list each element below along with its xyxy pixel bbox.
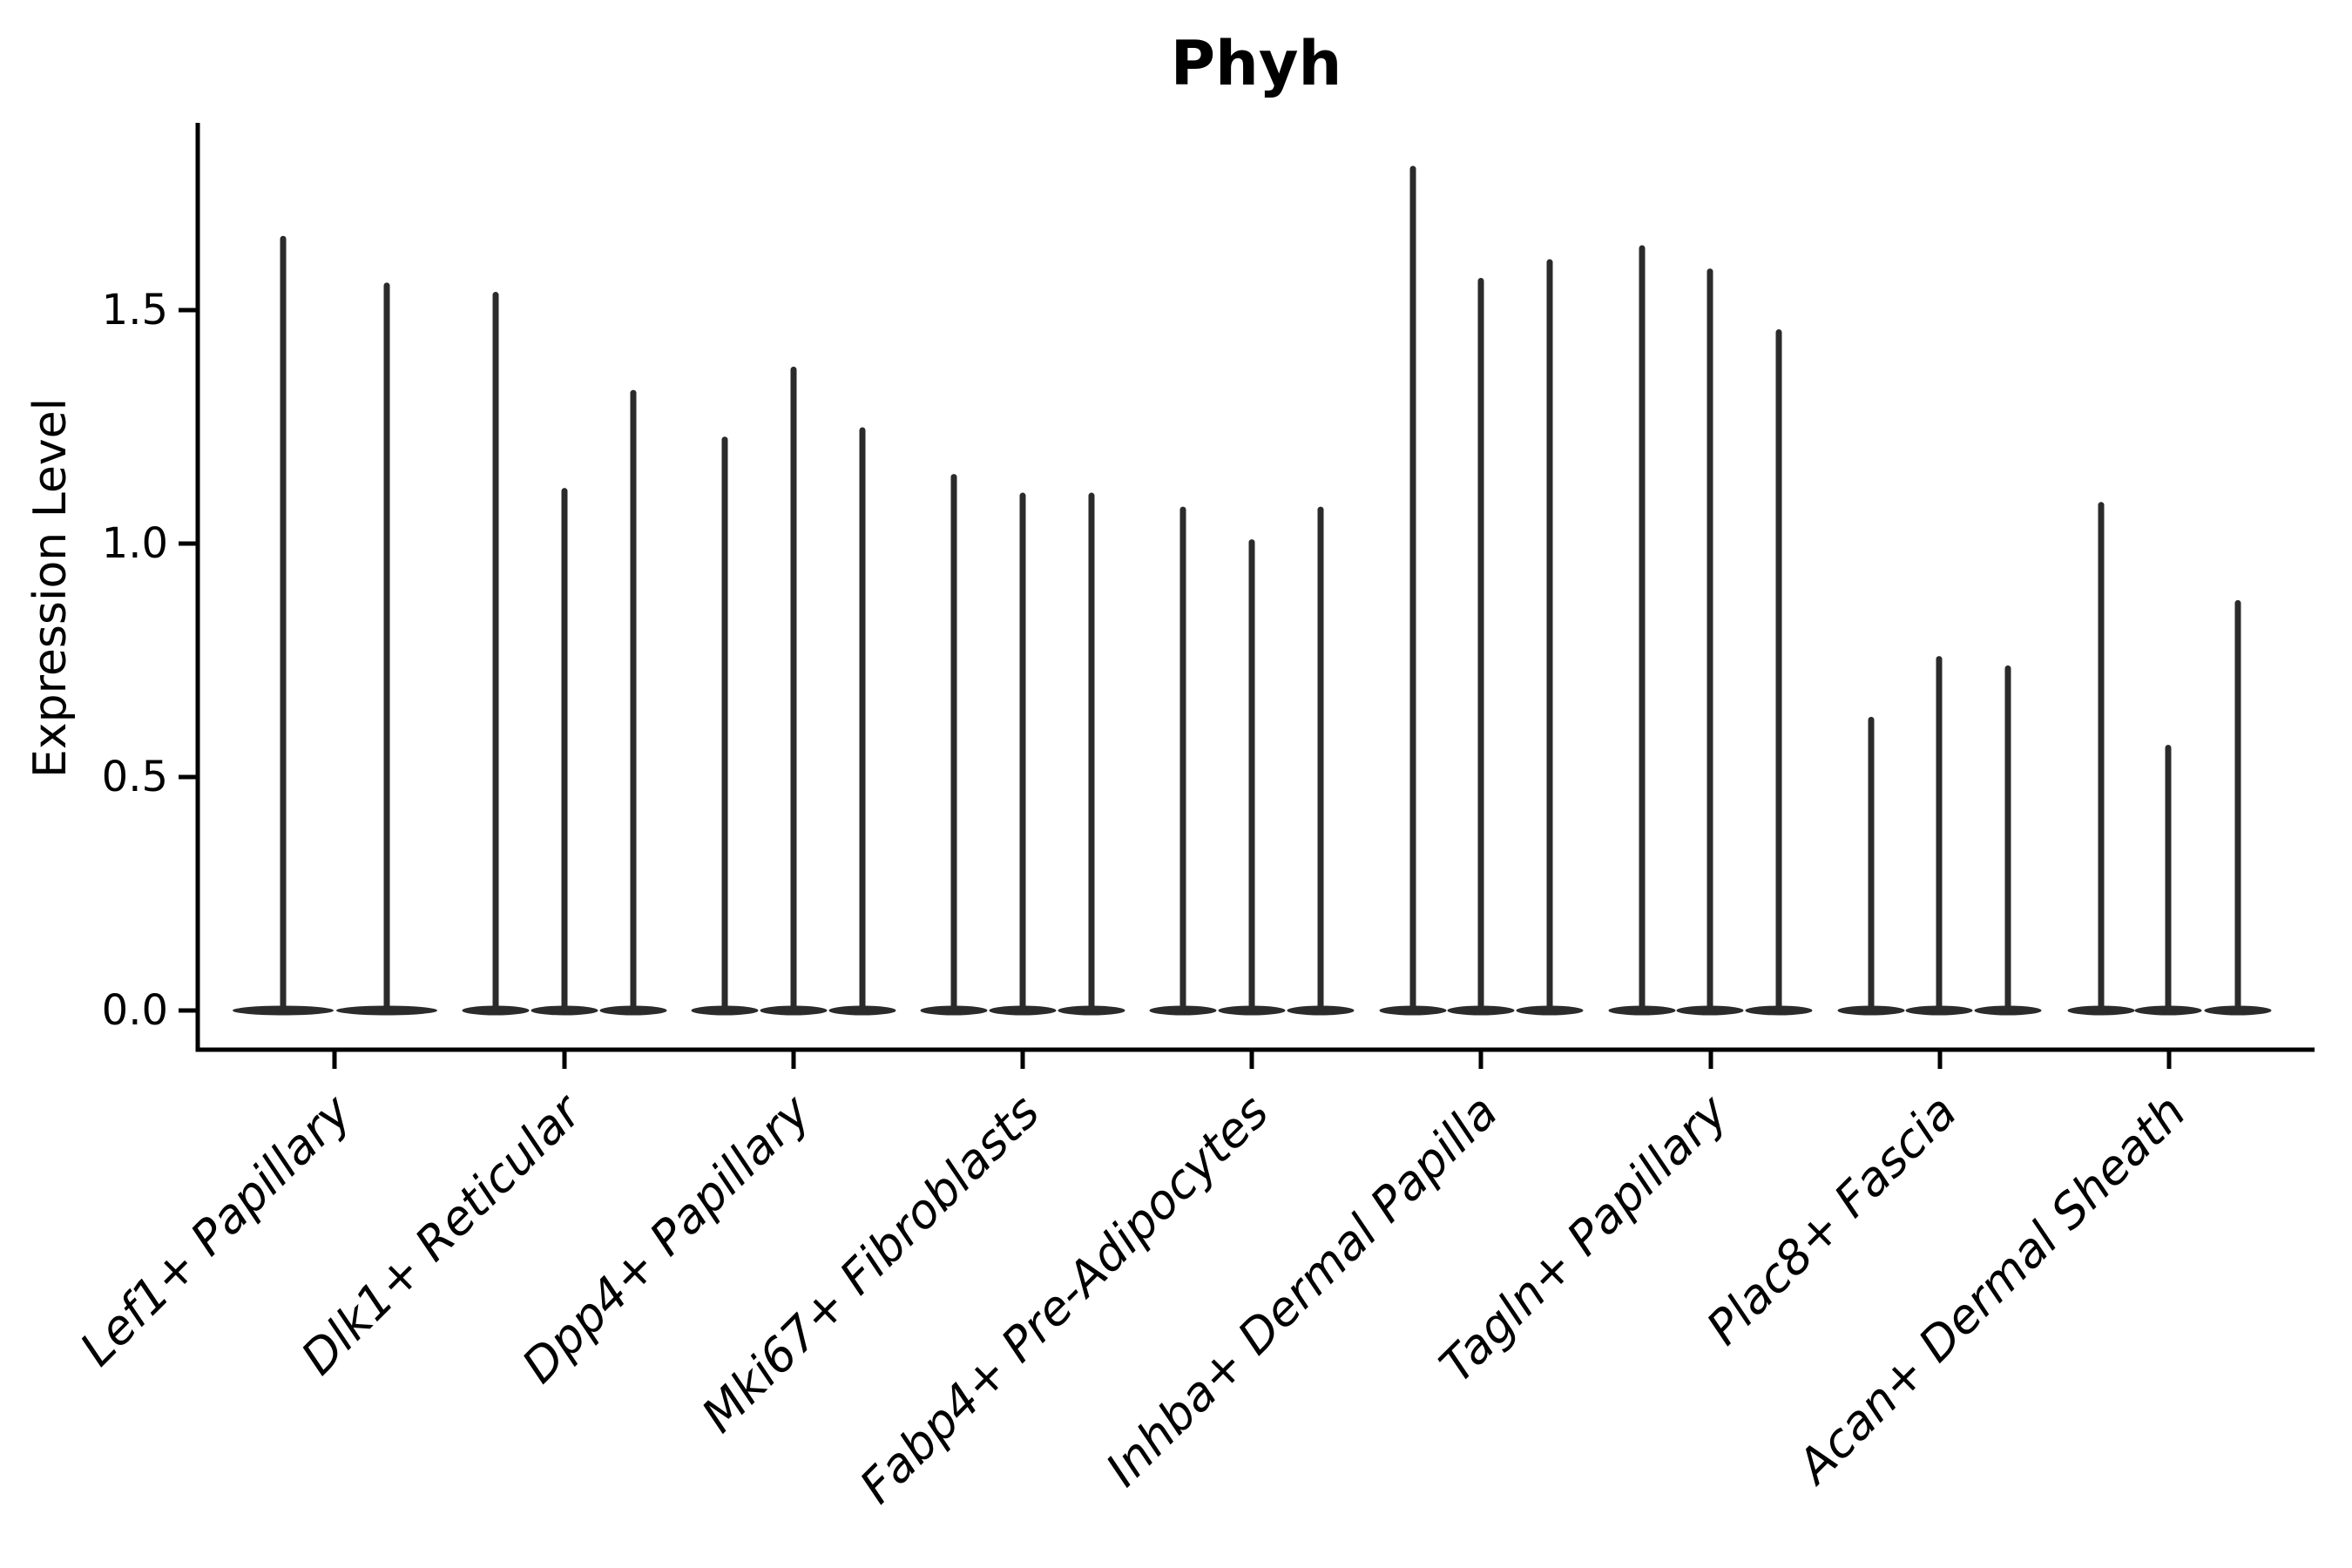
x-tick-label: Fabp4+ Pre-Adipocytes xyxy=(849,1085,1279,1514)
y-tick-label: 0.5 xyxy=(102,753,168,801)
y-tick-label: 1.0 xyxy=(102,519,168,568)
y-tick-label: 0.0 xyxy=(102,986,168,1035)
x-tick-label: Acan+ Dermal Sheath xyxy=(1785,1085,2196,1496)
violins-layer xyxy=(233,166,2272,1016)
y-tick-label: 1.5 xyxy=(102,286,168,335)
y-axis-label: Expression Level xyxy=(24,398,77,778)
chart-title: Phyh xyxy=(1171,28,1342,99)
x-tick-label: Inhba+ Dermal Papilla xyxy=(1095,1085,1508,1497)
